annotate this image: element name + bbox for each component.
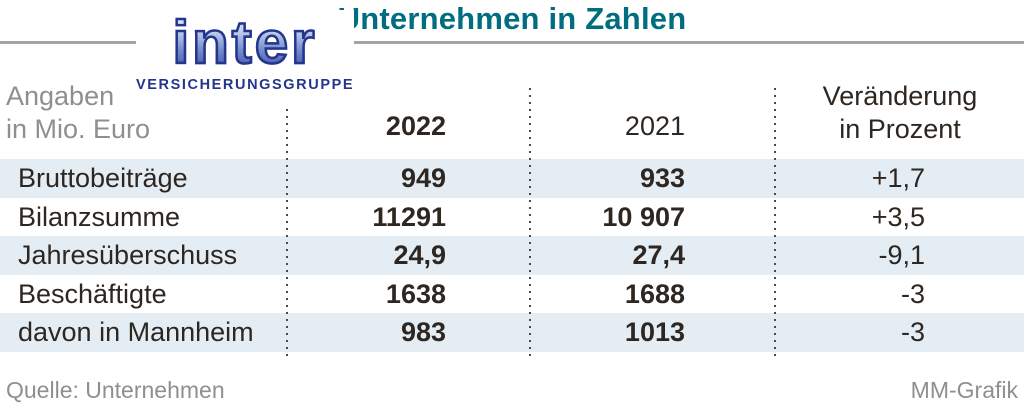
unit-label-line1: Angaben — [6, 81, 115, 111]
column-header-2021: 2021 — [624, 111, 685, 141]
value-2022: 24,9 — [393, 240, 446, 270]
value-2022: 983 — [400, 317, 446, 347]
dotted-separator-2 — [529, 88, 531, 358]
inter-logo-wordmark: inter — [136, 8, 354, 77]
value-2021: 933 — [639, 163, 685, 193]
value-2022: 1638 — [385, 278, 446, 309]
value-2021: 1688 — [624, 278, 685, 309]
column-header-change-line2: in Prozent — [839, 114, 961, 144]
table-row: Bilanzsumme 11291 10 907 +3,5 — [0, 198, 1024, 237]
data-table: Bruttobeiträge 949 933 +1,7 Bilanzsumme … — [0, 159, 1024, 352]
value-2021: 10 907 — [602, 201, 685, 232]
table-row: Jahresüberschuss 24,9 27,4 -9,1 — [0, 236, 1024, 275]
row-label: Beschäftigte — [18, 278, 167, 309]
row-label: davon in Mannheim — [18, 317, 254, 347]
value-2021: 27,4 — [632, 240, 685, 270]
column-header-2022: 2022 — [385, 111, 446, 141]
value-2021: 1013 — [624, 317, 685, 347]
header-divider-line — [0, 41, 1024, 44]
value-change: -9,1 — [878, 240, 925, 270]
value-change: +3,5 — [871, 201, 925, 232]
table-row: davon in Mannheim 983 1013 -3 — [0, 313, 1024, 352]
inter-logo: inter VERSICHERUNGSGRUPPE — [136, 8, 355, 104]
table-row: Beschäftigte 1638 1688 -3 — [0, 275, 1024, 314]
page-title: Unternehmen in Zahlen — [337, 1, 687, 36]
unit-label: Angaben in Mio. Euro — [6, 80, 150, 146]
row-label: Bruttobeiträge — [18, 163, 188, 193]
value-change: -3 — [900, 317, 925, 347]
dotted-separator-1 — [286, 88, 288, 358]
column-header-change-line1: Veränderung — [822, 81, 978, 111]
value-2022: 949 — [400, 163, 446, 193]
unit-label-line2: in Mio. Euro — [6, 114, 151, 144]
value-change: -3 — [900, 278, 925, 309]
graphic-credit: MM-Grafik — [910, 377, 1018, 403]
column-header-change: Veränderung in Prozent — [790, 80, 1010, 146]
value-change: +1,7 — [871, 163, 925, 193]
value-2022: 11291 — [372, 201, 446, 232]
row-label: Jahresüberschuss — [18, 240, 238, 270]
dotted-separator-3 — [774, 88, 776, 358]
inter-logo-subtitle: VERSICHERUNGSGRUPPE — [136, 77, 355, 93]
source-note: Quelle: Unternehmen — [6, 377, 225, 403]
row-label: Bilanzsumme — [18, 201, 181, 232]
table-row: Bruttobeiträge 949 933 +1,7 — [0, 159, 1024, 198]
